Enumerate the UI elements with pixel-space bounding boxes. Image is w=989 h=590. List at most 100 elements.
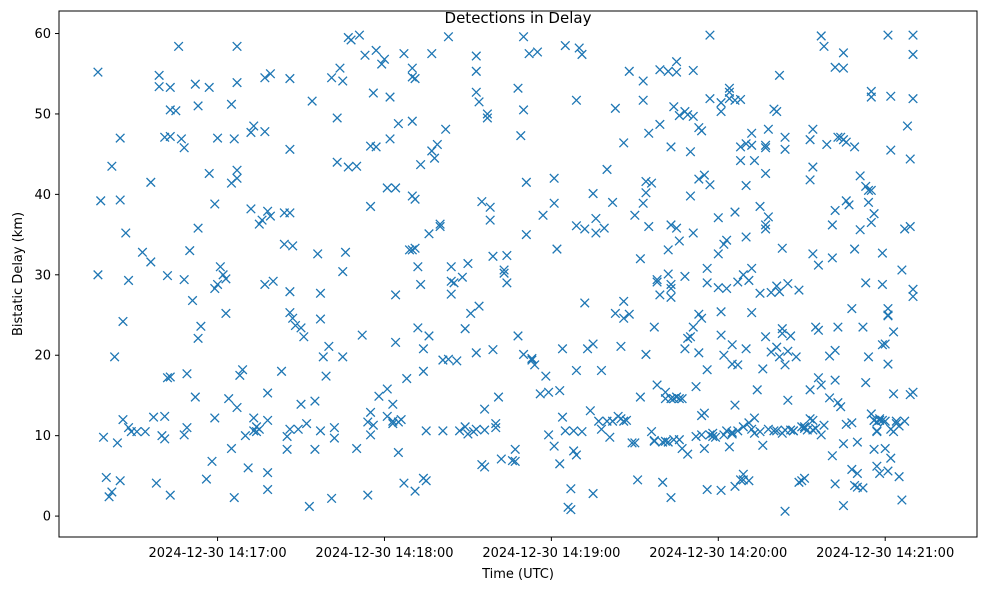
- data-point: [849, 244, 860, 254]
- data-point: [858, 483, 868, 493]
- data-point: [496, 454, 507, 464]
- x-axis: 2024-12-30 14:17:00 2024-12-30 14:18:00 20…: [149, 537, 954, 561]
- data-point: [744, 475, 754, 486]
- data-point: [771, 106, 782, 117]
- data-point: [232, 41, 242, 52]
- data-point: [643, 128, 654, 139]
- data-point: [248, 413, 259, 423]
- data-point: [847, 464, 857, 475]
- data-point: [435, 221, 445, 232]
- data-point: [596, 424, 607, 434]
- data-point: [159, 434, 170, 444]
- data-point: [518, 349, 529, 360]
- data-point: [585, 405, 596, 416]
- data-point: [363, 417, 373, 427]
- data-point: [574, 43, 584, 53]
- data-point: [682, 449, 693, 459]
- data-point: [602, 164, 612, 175]
- data-point: [285, 307, 295, 318]
- data-point: [780, 506, 790, 517]
- data-point: [207, 456, 217, 467]
- data-point: [262, 206, 273, 217]
- data-point: [577, 426, 587, 437]
- data-point: [724, 87, 735, 97]
- data-point: [838, 48, 849, 58]
- data-point: [427, 48, 437, 59]
- data-point: [493, 392, 504, 402]
- data-point: [755, 288, 765, 299]
- data-point: [179, 274, 189, 285]
- data-point: [299, 331, 309, 342]
- data-point: [805, 414, 815, 424]
- data-point: [877, 340, 888, 350]
- data-point: [560, 40, 571, 51]
- data-point: [908, 387, 918, 397]
- data-point: [482, 113, 493, 123]
- data-point: [452, 356, 462, 366]
- data-point: [312, 249, 323, 259]
- data-point: [866, 409, 877, 419]
- data-point: [666, 142, 676, 152]
- data-point: [624, 66, 635, 77]
- data-point: [638, 76, 648, 86]
- data-point: [460, 323, 470, 334]
- data-point: [630, 210, 640, 221]
- data-point: [805, 385, 815, 395]
- data-point: [744, 275, 754, 286]
- data-point: [680, 344, 690, 354]
- data-point: [182, 368, 192, 379]
- data-point: [847, 303, 857, 314]
- data-point: [399, 48, 409, 59]
- data-point: [716, 307, 726, 317]
- y-axis-label: Bistatic Delay (km): [11, 212, 26, 336]
- data-point: [262, 467, 273, 478]
- data-point: [229, 134, 240, 144]
- data-point: [746, 263, 757, 274]
- data-point: [819, 420, 829, 430]
- data-point: [780, 132, 790, 143]
- data-point: [215, 262, 226, 272]
- data-point: [721, 235, 732, 245]
- data-point: [337, 76, 348, 86]
- data-point: [454, 426, 465, 436]
- data-point: [443, 31, 454, 42]
- data-point: [696, 126, 707, 136]
- data-point: [407, 63, 418, 73]
- data-point: [685, 191, 696, 201]
- data-point: [407, 116, 418, 126]
- data-point: [410, 73, 420, 84]
- data-point: [827, 253, 838, 263]
- data-point: [727, 340, 737, 350]
- data-point: [735, 142, 746, 152]
- data-point: [390, 290, 401, 300]
- data-point: [655, 290, 665, 300]
- data-point: [449, 278, 459, 288]
- data-point: [618, 296, 629, 307]
- data-point: [571, 95, 582, 106]
- data-point: [666, 292, 676, 303]
- data-point: [577, 49, 587, 60]
- data-point: [905, 221, 915, 232]
- data-point: [874, 414, 885, 424]
- data-point: [794, 477, 804, 488]
- data-point: [446, 276, 456, 286]
- data-point: [805, 175, 815, 185]
- data-point: [677, 393, 687, 404]
- data-point: [785, 425, 796, 435]
- data-point: [599, 223, 609, 233]
- data-point: [610, 308, 621, 319]
- plot-frame: [58, 10, 978, 538]
- data-point: [727, 427, 737, 438]
- data-point: [446, 262, 456, 272]
- data-point: [808, 162, 818, 172]
- data-point: [591, 213, 601, 224]
- data-point: [162, 270, 173, 281]
- data-point: [796, 422, 807, 432]
- data-point: [883, 466, 893, 476]
- data-point: [746, 140, 757, 151]
- data-point: [329, 422, 340, 433]
- data-point: [713, 249, 724, 259]
- data-point: [285, 73, 295, 84]
- data-point: [771, 281, 782, 291]
- data-point: [905, 154, 915, 164]
